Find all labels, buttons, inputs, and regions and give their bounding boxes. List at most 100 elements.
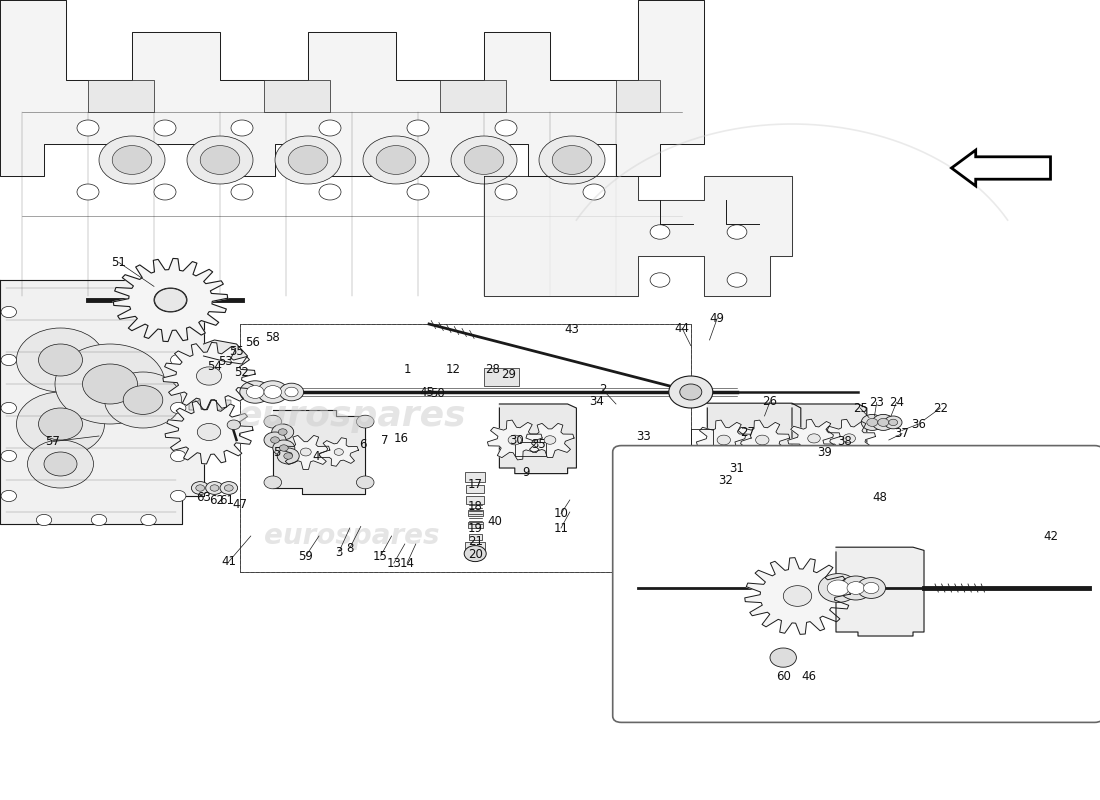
Polygon shape bbox=[487, 420, 542, 460]
Polygon shape bbox=[319, 438, 359, 466]
Bar bbox=[484, 368, 519, 386]
Polygon shape bbox=[788, 419, 840, 458]
Text: 59: 59 bbox=[298, 550, 314, 562]
Circle shape bbox=[464, 146, 504, 174]
Bar bbox=[468, 510, 483, 516]
Text: 6: 6 bbox=[360, 438, 366, 450]
Text: 38: 38 bbox=[837, 435, 852, 448]
Circle shape bbox=[197, 423, 221, 441]
Text: 54: 54 bbox=[207, 360, 222, 373]
Circle shape bbox=[264, 415, 282, 428]
Circle shape bbox=[272, 424, 294, 440]
Text: 30: 30 bbox=[509, 434, 525, 446]
Text: 3: 3 bbox=[336, 546, 342, 558]
Circle shape bbox=[44, 452, 77, 476]
Circle shape bbox=[356, 415, 374, 428]
Bar bbox=[264, 80, 330, 112]
Text: 17: 17 bbox=[468, 478, 483, 490]
Circle shape bbox=[839, 576, 872, 600]
Polygon shape bbox=[484, 176, 792, 296]
Circle shape bbox=[1, 402, 16, 414]
Polygon shape bbox=[526, 423, 574, 458]
Circle shape bbox=[220, 482, 238, 494]
Circle shape bbox=[861, 414, 883, 430]
Circle shape bbox=[300, 448, 311, 456]
Text: 47: 47 bbox=[232, 498, 248, 510]
Circle shape bbox=[818, 574, 858, 602]
Text: 28: 28 bbox=[485, 363, 501, 376]
Circle shape bbox=[231, 120, 253, 136]
Polygon shape bbox=[735, 420, 790, 460]
Bar bbox=[240, 324, 691, 572]
Text: eurospares: eurospares bbox=[726, 562, 902, 590]
Circle shape bbox=[154, 120, 176, 136]
Polygon shape bbox=[792, 404, 867, 470]
Bar bbox=[216, 400, 222, 410]
Circle shape bbox=[727, 225, 747, 239]
Text: 63: 63 bbox=[196, 491, 211, 504]
Text: eurospares: eurospares bbox=[264, 522, 440, 550]
Circle shape bbox=[141, 514, 156, 526]
Circle shape bbox=[104, 372, 182, 428]
Circle shape bbox=[508, 435, 521, 445]
Text: 7: 7 bbox=[382, 434, 388, 446]
Circle shape bbox=[843, 434, 856, 443]
Polygon shape bbox=[165, 400, 253, 464]
Text: 12: 12 bbox=[446, 363, 461, 376]
Polygon shape bbox=[204, 340, 248, 364]
Circle shape bbox=[867, 418, 878, 426]
Circle shape bbox=[288, 146, 328, 174]
Circle shape bbox=[1, 450, 16, 462]
Text: 36: 36 bbox=[911, 418, 926, 430]
Circle shape bbox=[495, 120, 517, 136]
Circle shape bbox=[170, 490, 186, 502]
Polygon shape bbox=[163, 342, 255, 410]
Circle shape bbox=[273, 440, 295, 456]
Circle shape bbox=[279, 445, 288, 451]
Text: 35: 35 bbox=[531, 438, 547, 450]
Circle shape bbox=[539, 136, 605, 184]
Circle shape bbox=[847, 582, 865, 594]
Circle shape bbox=[717, 435, 730, 445]
Circle shape bbox=[544, 436, 556, 444]
Bar bbox=[616, 80, 660, 112]
Text: 42: 42 bbox=[1043, 530, 1058, 542]
Circle shape bbox=[36, 514, 52, 526]
Bar bbox=[691, 429, 713, 454]
Text: 60: 60 bbox=[776, 670, 791, 682]
Text: 55: 55 bbox=[229, 346, 244, 358]
Circle shape bbox=[155, 289, 186, 311]
Text: 26: 26 bbox=[762, 395, 778, 408]
Circle shape bbox=[889, 419, 898, 426]
Text: 58: 58 bbox=[265, 331, 280, 344]
Text: 27: 27 bbox=[740, 426, 756, 438]
Circle shape bbox=[16, 392, 104, 456]
Circle shape bbox=[99, 136, 165, 184]
Circle shape bbox=[210, 485, 219, 491]
Circle shape bbox=[77, 184, 99, 200]
Circle shape bbox=[77, 120, 99, 136]
Circle shape bbox=[495, 184, 517, 200]
FancyArrow shape bbox=[952, 150, 1050, 186]
Bar bbox=[88, 80, 154, 112]
Text: 19: 19 bbox=[468, 522, 483, 534]
Text: 53: 53 bbox=[218, 355, 233, 368]
Bar bbox=[469, 534, 482, 540]
Polygon shape bbox=[707, 403, 801, 476]
Circle shape bbox=[319, 184, 341, 200]
Bar bbox=[465, 542, 485, 550]
Circle shape bbox=[271, 437, 279, 443]
Text: 49: 49 bbox=[710, 312, 725, 325]
Text: 4: 4 bbox=[312, 450, 319, 462]
Circle shape bbox=[154, 184, 176, 200]
Circle shape bbox=[224, 485, 233, 491]
Circle shape bbox=[112, 146, 152, 174]
Text: 41: 41 bbox=[221, 555, 236, 568]
Text: 50: 50 bbox=[430, 387, 446, 400]
Circle shape bbox=[197, 367, 221, 385]
Bar bbox=[466, 485, 484, 493]
Text: 18: 18 bbox=[468, 500, 483, 513]
Text: 16: 16 bbox=[394, 432, 409, 445]
Circle shape bbox=[275, 136, 341, 184]
Circle shape bbox=[170, 354, 186, 366]
